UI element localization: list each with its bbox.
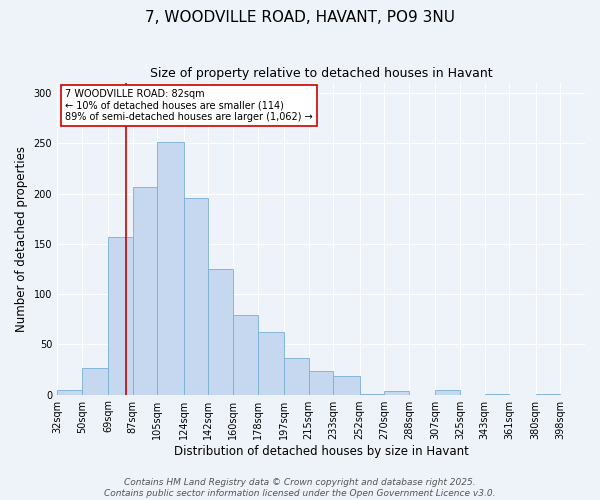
Text: 7 WOODVILLE ROAD: 82sqm
← 10% of detached houses are smaller (114)
89% of semi-d: 7 WOODVILLE ROAD: 82sqm ← 10% of detache… — [65, 90, 313, 122]
Bar — [57, 390, 82, 394]
Text: Contains HM Land Registry data © Crown copyright and database right 2025.
Contai: Contains HM Land Registry data © Crown c… — [104, 478, 496, 498]
Y-axis label: Number of detached properties: Number of detached properties — [15, 146, 28, 332]
X-axis label: Distribution of detached houses by size in Havant: Distribution of detached houses by size … — [173, 444, 469, 458]
Bar — [82, 368, 108, 394]
Bar — [233, 315, 258, 394]
Title: Size of property relative to detached houses in Havant: Size of property relative to detached ho… — [150, 68, 493, 80]
Bar — [284, 358, 308, 394]
Bar — [133, 186, 157, 394]
Bar — [435, 390, 460, 394]
Bar — [157, 142, 184, 394]
Bar — [184, 198, 208, 394]
Bar — [258, 332, 284, 394]
Bar — [384, 390, 409, 394]
Bar — [308, 372, 334, 394]
Text: 7, WOODVILLE ROAD, HAVANT, PO9 3NU: 7, WOODVILLE ROAD, HAVANT, PO9 3NU — [145, 10, 455, 25]
Bar — [334, 376, 359, 394]
Bar — [208, 269, 233, 394]
Bar — [108, 237, 133, 394]
